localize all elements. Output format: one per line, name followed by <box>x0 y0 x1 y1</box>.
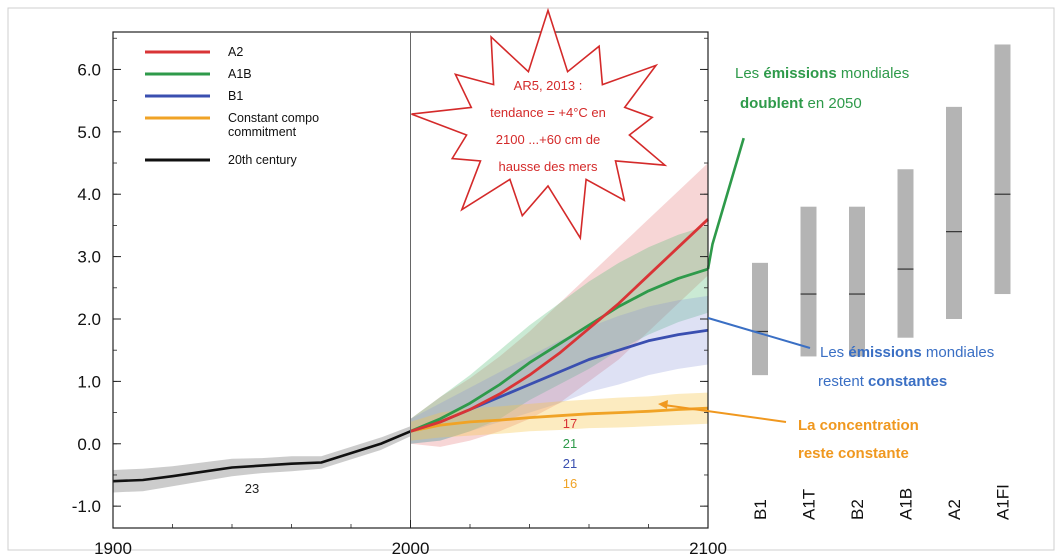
bar-b1 <box>752 262 768 376</box>
bar-a1b <box>897 169 914 338</box>
model-counts: 23 17 21 21 16 <box>245 416 577 496</box>
y-tick-label: 5.0 <box>77 123 101 142</box>
bar-label-a1fi: A1FI <box>994 484 1013 520</box>
count-scenario: 17 <box>563 416 577 431</box>
legend-label-20th: 20th century <box>228 153 298 167</box>
count-20th-century: 23 <box>245 481 259 496</box>
x-tick-label: 2000 <box>392 539 430 558</box>
annotation-blue-line-1: Les émissions mondiales <box>820 344 994 361</box>
green-text-2: mondiales <box>837 65 910 82</box>
band-a1b <box>410 225 708 444</box>
legend: A2 A1B B1 Constant compo commitment 20th… <box>145 45 319 167</box>
annotation-concentration-constant: La concentration reste constante <box>658 400 919 462</box>
y-tick-label: -1.0 <box>72 497 101 516</box>
annotation-green-line-1: Les émissions mondiales <box>735 65 909 82</box>
blue-bold-1: émissions <box>848 344 921 361</box>
legend-label-a1b: A1B <box>228 67 252 81</box>
blue-text-1: Les <box>820 344 848 361</box>
blue-text-3: restent <box>818 373 868 390</box>
annotation-emissions-double: Les émissions mondiales doublent en 2050 <box>735 65 909 112</box>
bar-label-a1b: A1B <box>897 488 916 520</box>
blue-pointer-line <box>707 317 811 349</box>
axes-layer: 6.0 5.0 4.0 3.0 2.0 1.0 0.0 -1.0 1900 2000 2100 <box>72 31 727 558</box>
band-20th-century <box>113 426 411 493</box>
legend-label-constant-1: Constant compo <box>228 111 319 125</box>
grid-layer <box>7 7 1055 551</box>
y-tick-label: 1.0 <box>77 372 101 391</box>
legend-label-constant-2: commitment <box>228 125 297 139</box>
starburst-line-4: hausse des mers <box>499 159 598 174</box>
y-tick-label: 6.0 <box>77 60 101 79</box>
starburst-shape <box>411 7 668 241</box>
count-scenario: 21 <box>563 456 577 471</box>
blue-text-2: mondiales <box>922 344 995 361</box>
bar-a2 <box>946 106 962 319</box>
line-20th-century <box>112 430 412 483</box>
band-b1 <box>410 295 708 444</box>
bar-a1t <box>800 206 817 357</box>
count-scenario: 16 <box>563 476 577 491</box>
series-lines <box>112 137 745 483</box>
legend-label-a2: A2 <box>228 45 243 59</box>
green-text-3: en 2050 <box>803 95 861 112</box>
bar-label-b1: B1 <box>751 499 770 520</box>
blue-bold-2: constantes <box>868 373 947 390</box>
x-tick-label: 2100 <box>689 539 727 558</box>
y-tick-label: 2.0 <box>77 310 101 329</box>
green-text-1: Les <box>735 65 763 82</box>
ar5-starburst-callout: AR5, 2013 : tendance = +4°C en 2100 ...+… <box>411 7 668 241</box>
line-constant-composition-commitment <box>410 406 709 433</box>
starburst-line-2: tendance = +4°C en <box>490 105 606 120</box>
y-tick-label: 4.0 <box>77 185 101 204</box>
annotation-green-line-2: doublent en 2050 <box>740 95 862 112</box>
annotation-emissions-constant: Les émissions mondiales restent constant… <box>707 317 994 390</box>
y-tick-label: 3.0 <box>77 248 101 267</box>
outer-frame <box>7 7 1055 551</box>
bar-a1fi <box>994 44 1011 295</box>
annotation-orange-line-1: La concentration <box>798 417 919 434</box>
orange-arrowhead <box>658 400 668 409</box>
line-a1b <box>409 267 709 433</box>
legend-label-b1: B1 <box>228 89 243 103</box>
band-a2 <box>410 163 708 447</box>
green-bold-1: émissions <box>763 65 836 82</box>
annotation-orange-line-2: reste constante <box>798 445 909 462</box>
annotation-blue-line-2: restent constantes <box>818 373 947 390</box>
green-bold-2: doublent <box>740 95 803 112</box>
starburst-line-1: AR5, 2013 : <box>514 78 583 93</box>
x-tick-label: 1900 <box>94 539 132 558</box>
bar-b2 <box>849 206 865 357</box>
bar-label-a1t: A1T <box>800 489 819 520</box>
starburst-line-3: 2100 ...+60 cm de <box>496 132 600 147</box>
count-scenario: 21 <box>563 436 577 451</box>
orange-pointer-line <box>663 404 787 423</box>
line-a2 <box>410 218 709 433</box>
bar-label-b2: B2 <box>848 499 867 520</box>
bar-label-a2: A2 <box>945 499 964 520</box>
y-tick-label: 0.0 <box>77 435 101 454</box>
emission-doubling-line <box>706 137 745 270</box>
scenario-bars-2100: B1 A1T B2 A1B A2 A1FI <box>751 44 1013 520</box>
